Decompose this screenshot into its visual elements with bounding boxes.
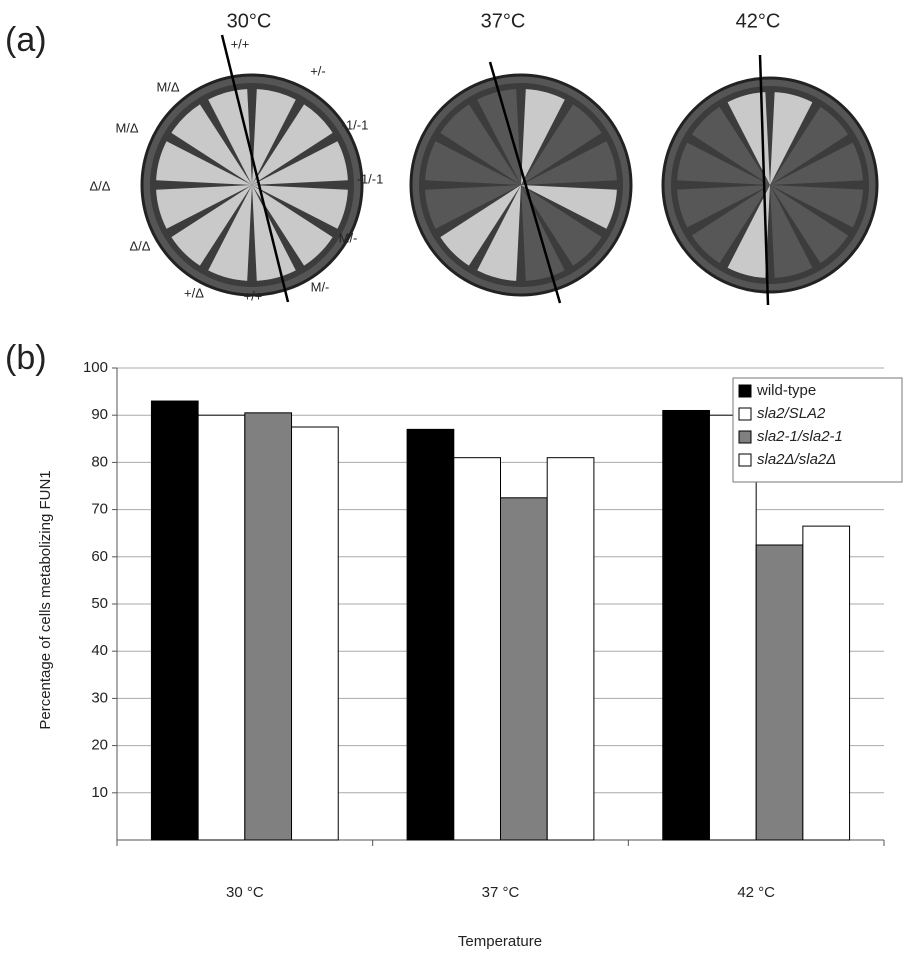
y-tick-label: 100 bbox=[83, 359, 108, 376]
y-tick-label: 30 bbox=[91, 689, 108, 706]
plate-label: M/- bbox=[311, 279, 330, 294]
bar bbox=[245, 413, 292, 840]
bar bbox=[454, 458, 501, 840]
y-tick-label: 50 bbox=[91, 595, 108, 612]
y-tick-label: 40 bbox=[91, 642, 108, 659]
bar bbox=[663, 410, 710, 840]
plate-label: M/Δ bbox=[115, 120, 138, 135]
y-tick-label: 70 bbox=[91, 501, 108, 518]
plate-label: M/- bbox=[339, 230, 358, 245]
legend-label: wild-type bbox=[756, 382, 816, 399]
legend-swatch bbox=[739, 454, 751, 466]
y-axis-title: Percentage of cells metabolizing FUN1 bbox=[37, 470, 54, 729]
bar bbox=[151, 401, 198, 840]
plate-label: +/+ bbox=[231, 36, 250, 51]
x-tick-label: 37 °C bbox=[482, 884, 520, 901]
y-tick-label: 20 bbox=[91, 737, 108, 754]
plate-label: -1/-1 bbox=[357, 171, 384, 186]
x-axis-title: Temperature bbox=[458, 933, 542, 950]
plate-temperature: 30°C bbox=[227, 10, 272, 32]
plate-label: Δ/Δ bbox=[90, 178, 111, 193]
legend-swatch bbox=[739, 385, 751, 397]
y-tick-label: 10 bbox=[91, 784, 108, 801]
panel-label: (a) bbox=[5, 21, 47, 59]
bar bbox=[803, 526, 850, 840]
plate-label: +/Δ bbox=[184, 285, 204, 300]
panel-label: (b) bbox=[5, 339, 47, 377]
plates bbox=[142, 35, 877, 305]
bar bbox=[407, 429, 454, 840]
bar bbox=[292, 427, 339, 840]
x-tick-label: 30 °C bbox=[226, 884, 264, 901]
plate-label: M/Δ bbox=[156, 79, 179, 94]
bar bbox=[756, 545, 803, 840]
bar bbox=[501, 498, 548, 840]
y-tick-label: 60 bbox=[91, 548, 108, 565]
bar bbox=[198, 415, 245, 840]
plate-label: +/- bbox=[310, 63, 326, 78]
plate-temperature: 42°C bbox=[736, 10, 781, 32]
plate-label: +/+ bbox=[244, 288, 263, 303]
plate-label: Δ/Δ bbox=[130, 238, 151, 253]
legend-label: sla2-1/sla2-1 bbox=[757, 428, 843, 445]
plate-label: -1/-1 bbox=[342, 117, 369, 132]
figure: (a) (b) 30°C 37°C 42°C Percentage of cel… bbox=[0, 0, 904, 957]
x-tick-label: 42 °C bbox=[737, 884, 775, 901]
legend-swatch bbox=[739, 408, 751, 420]
y-tick-label: 90 bbox=[91, 406, 108, 423]
y-tick-label: 80 bbox=[91, 453, 108, 470]
legend-swatch bbox=[739, 431, 751, 443]
legend-label: sla2Δ/sla2Δ bbox=[757, 451, 836, 468]
plate-temperature: 37°C bbox=[481, 10, 526, 32]
legend-label: sla2/SLA2 bbox=[757, 405, 826, 422]
bar bbox=[547, 458, 594, 840]
